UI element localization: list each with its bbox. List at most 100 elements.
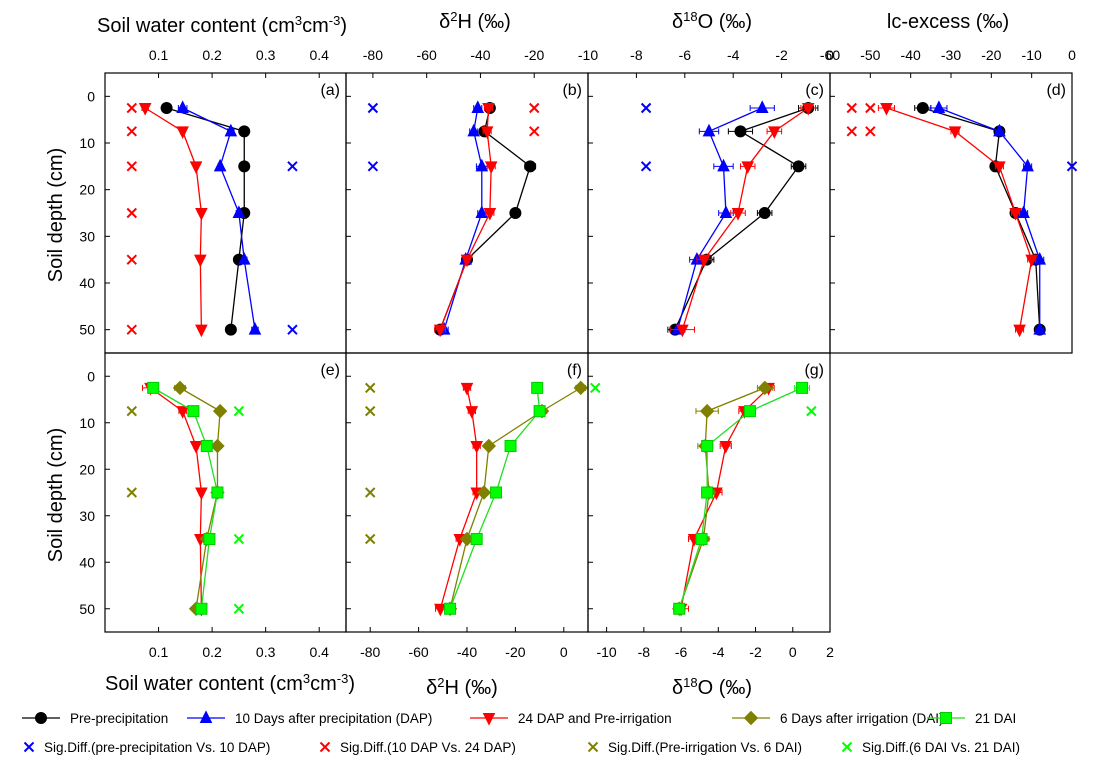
x-tick-label: 0.1 [149,644,169,660]
data-point [475,205,489,218]
top-xlabel-a: Soil water content (cm3cm-3) [97,13,347,37]
x-tick-label: -80 [363,47,383,63]
sig-marker [126,254,137,265]
sig-legend-item: Sig.Diff.(pre-precipitation Vs. 10 DAP) [23,740,270,755]
data-point [232,205,246,218]
panel-label: (c) [805,82,824,99]
panel-e: 0.1 0.2 0.3 0.4 0 10 20 30 40 50 (e) [79,352,347,660]
data-point [483,208,497,221]
legend-label: 10 Days after precipitation (DAP) [235,711,432,726]
series-line [152,387,219,609]
data-point [194,254,207,268]
data-point [470,533,483,545]
series [877,103,1038,338]
series [669,103,816,338]
data-point [719,205,733,218]
data-point [531,381,544,394]
data-point [195,324,208,338]
top-xlabel-d: lc-excess (‰) [887,11,1009,33]
data-point [717,158,730,172]
x-tick-label: 0.2 [202,644,222,660]
x-tick-label: -6 [679,47,692,63]
data-point [237,252,251,265]
data-point [475,158,489,172]
data-point [189,161,203,174]
data-point [200,440,213,452]
data-point [1017,205,1030,218]
x-tick-label: -50 [860,47,880,63]
series [141,382,208,617]
legend-item: 21 DAI [927,711,1016,726]
x-tick-label: -20 [981,47,1001,63]
data-point [734,125,747,138]
series-line [182,107,256,330]
data-point [172,380,188,396]
series-line [678,387,766,609]
data-point [1009,208,1022,221]
sig-legend-item: Sig.Diff.(6 DAI Vs. 21 DAI) [841,740,1020,755]
sig-legend-item: Sig.Diff.(10 DAP Vs. 24 DAP) [319,740,516,755]
sig-marker [367,161,379,172]
sig-marker [126,102,137,114]
panel-d: -60 -50 -40 -30 -20 -10 0 (d) [820,47,1078,354]
top-xlabel-c: δ18O (‰) [672,9,752,33]
y-tick-label: 20 [79,182,95,198]
data-point [444,602,457,615]
series [147,381,224,615]
sig-marker [806,405,817,417]
data-point [482,103,495,116]
sig-marker [126,126,137,137]
bottom-xlabel-f: δ2H (‰) [426,675,498,699]
legend-marker [35,712,47,724]
sig-marker [846,102,857,114]
data-point [480,126,494,139]
series-line [150,387,203,609]
sig-marker [364,382,376,394]
series [442,380,588,616]
y-tick-label: 10 [79,135,95,151]
y-tick-label: 30 [79,508,95,524]
data-point [796,381,809,394]
legend-item: Pre-precipitation [22,711,168,726]
data-point [212,403,228,419]
panel-label: (b) [562,82,582,99]
sig-marker [233,405,245,417]
data-point [187,405,200,418]
data-point [932,100,946,113]
data-point [880,103,893,116]
sig-marker [364,487,376,498]
sig-marker [364,405,376,417]
sig-marker [590,382,601,394]
data-point [1033,322,1047,335]
legend-marker [743,710,759,726]
panel-f: -80 -60 -40 -20 0 (f) [345,352,601,660]
series-line [166,107,245,330]
sig-legend-label: Sig.Diff.(pre-precipitation Vs. 10 DAP) [44,740,270,755]
x-tick-label: -20 [524,47,544,63]
series [673,381,811,615]
data-point [524,160,537,173]
x-tick-label: 0.4 [309,644,329,660]
data-point [460,254,474,268]
panel-label: (d) [1046,82,1066,99]
panel-a: 0.1 0.2 0.3 0.4 0 10 20 30 40 50 (a) [79,47,347,354]
sig-marker [233,603,245,614]
sig-marker [846,126,857,137]
data-point [743,405,756,418]
y-tick-label: 50 [79,322,95,338]
data-point [509,207,522,219]
data-point [160,102,173,114]
series [667,102,819,336]
data-point [470,441,483,454]
series [444,381,546,615]
series-line [439,107,492,330]
data-point [138,103,152,116]
y-tick-label: 0 [87,88,95,104]
data-point [195,487,208,501]
data-point [465,406,479,419]
data-point [471,100,485,113]
data-point [481,438,496,454]
sig-marker [640,161,652,172]
legend-marker [841,741,853,753]
